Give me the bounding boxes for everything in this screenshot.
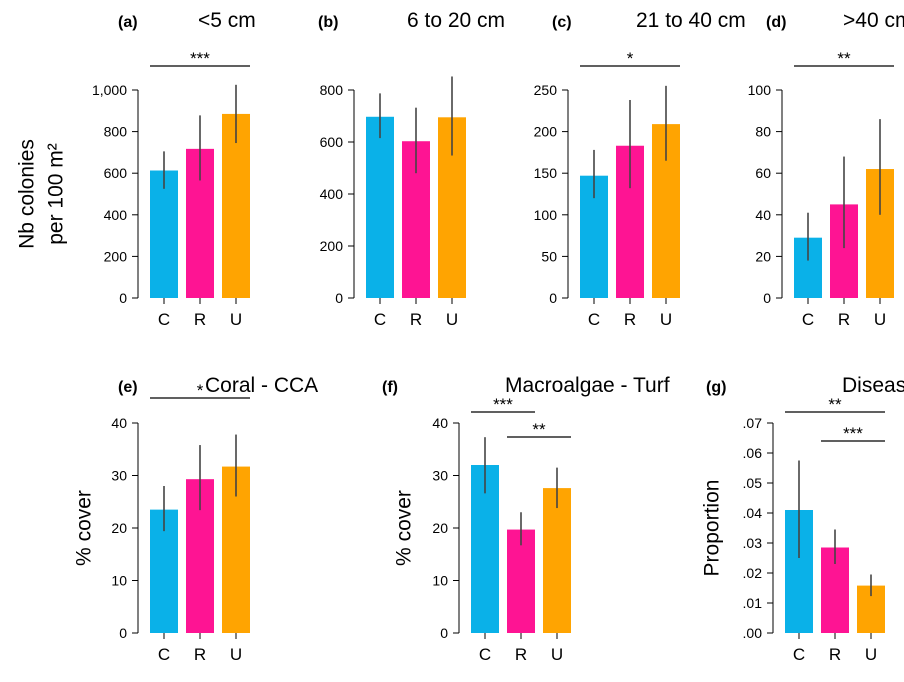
panel-e-ytick-label: 20	[111, 520, 127, 536]
panel-a-significance-label: ***	[190, 49, 210, 68]
panel-e-title: Coral - CCA	[205, 374, 318, 397]
panel-d-title: >40 cm	[843, 9, 904, 32]
panel-c-ytick-label: 200	[534, 124, 558, 140]
panel-g-ytick-label: .05	[743, 475, 763, 491]
panel-d-letter: (d)	[766, 14, 786, 31]
panel-b-category-label: U	[446, 310, 458, 329]
panel-f-ytick-label: 20	[432, 520, 448, 536]
panel-g-ytick-label: .06	[743, 445, 763, 461]
panel-d-significance-label: **	[837, 49, 851, 68]
panel-b-ytick-label: 600	[320, 134, 344, 150]
panel-e-significance-label: *	[197, 381, 204, 400]
panel-f-bar-U	[543, 488, 571, 633]
panel-e-ytick-label: 10	[111, 573, 127, 589]
panel-a-ytick-label: 200	[104, 248, 128, 264]
panel-b-letter: (b)	[318, 14, 338, 31]
panel-g-ytick-label: .04	[743, 505, 763, 521]
panel-f-category-label: U	[551, 645, 563, 664]
panel-a-category-label: R	[194, 310, 206, 329]
panel-a-y-axis-title: per 100 m²	[45, 143, 68, 245]
panel-c-ytick-label: 100	[534, 207, 558, 223]
panel-e-category-label: R	[194, 645, 206, 664]
panel-c-title: 21 to 40 cm	[636, 9, 746, 32]
panel-a-title: <5 cm	[198, 9, 256, 32]
panel-e-category-label: C	[158, 645, 170, 664]
panel-e-letter: (e)	[118, 379, 138, 396]
panel-a-ytick-label: 0	[119, 290, 127, 306]
panel-c-significance-label: *	[627, 49, 634, 68]
panel-d-ytick-label: 0	[763, 290, 771, 306]
panel-d-category-label: U	[874, 310, 886, 329]
panel-f-ytick-label: 0	[440, 625, 448, 641]
panel-f-bar-R	[507, 529, 535, 633]
panel-b-ytick-label: 0	[335, 290, 343, 306]
panel-d-ytick-label: 100	[748, 82, 772, 98]
panel-g-letter: (g)	[706, 379, 726, 396]
panel-g-significance-label: ***	[843, 424, 863, 443]
panel-e-category-label: U	[230, 645, 242, 664]
panel-f-category-label: R	[515, 645, 527, 664]
panel-f-significance-label: ***	[493, 395, 513, 414]
panel-e-ytick-label: 40	[111, 415, 127, 431]
panel-a-letter: (a)	[118, 14, 138, 31]
panel-c-category-label: C	[588, 310, 600, 329]
panel-c-ytick-label: 150	[534, 165, 558, 181]
panel-c-letter: (c)	[552, 14, 572, 31]
panel-f-letter: (f)	[382, 379, 398, 396]
panel-e-ytick-label: 0	[119, 625, 127, 641]
panel-b-title: 6 to 20 cm	[407, 9, 505, 32]
panel-d-ytick-label: 20	[755, 248, 771, 264]
panel-g-category-label: C	[793, 645, 805, 664]
panel-g-significance-label: **	[828, 395, 842, 414]
panel-a-bar-U	[222, 113, 250, 298]
panel-b-bar-C	[366, 116, 394, 298]
panel-d-ytick-label: 80	[755, 124, 771, 140]
panel-e-y-axis-title: % cover	[73, 490, 96, 566]
panel-g-ytick-label: .02	[743, 565, 763, 581]
panel-f-title: Macroalgae - Turf	[505, 374, 670, 397]
panel-g-ytick-label: .07	[743, 415, 763, 431]
panel-f-y-axis-title: % cover	[393, 490, 416, 566]
panel-b-ytick-label: 400	[320, 186, 344, 202]
panel-g-title: Disease	[842, 374, 904, 397]
panel-g-y-axis-title: Proportion	[701, 480, 724, 577]
panel-e-ytick-label: 30	[111, 468, 127, 484]
panel-a-ytick-label: 600	[104, 165, 128, 181]
panel-f-ytick-label: 30	[432, 468, 448, 484]
panel-f-significance-label: **	[532, 420, 546, 439]
panel-g-ytick-label: .00	[743, 625, 763, 641]
panel-g-category-label: U	[865, 645, 877, 664]
panel-f-ytick-label: 40	[432, 415, 448, 431]
panel-b-category-label: R	[410, 310, 422, 329]
panel-c-ytick-label: 250	[534, 82, 558, 98]
panel-a-category-label: C	[158, 310, 170, 329]
panel-g-ytick-label: .03	[743, 535, 763, 551]
panel-d-category-label: C	[802, 310, 814, 329]
panel-b-category-label: C	[374, 310, 386, 329]
panel-c-ytick-label: 0	[549, 290, 557, 306]
panel-f-category-label: C	[479, 645, 491, 664]
panel-g-ytick-label: .01	[743, 595, 763, 611]
panel-c-category-label: U	[660, 310, 672, 329]
panel-d-category-label: R	[838, 310, 850, 329]
panel-d-ytick-label: 40	[755, 207, 771, 223]
panel-f-ytick-label: 10	[432, 573, 448, 589]
panel-c-category-label: R	[624, 310, 636, 329]
panel-a-y-axis-title: Nb colonies	[16, 139, 39, 249]
panel-b-ytick-label: 200	[320, 238, 344, 254]
panel-a-bar-C	[150, 170, 178, 298]
panel-d-ytick-label: 60	[755, 165, 771, 181]
panel-a-ytick-label: 400	[104, 207, 128, 223]
panel-a-category-label: U	[230, 310, 242, 329]
panel-g-category-label: R	[829, 645, 841, 664]
panel-a-ytick-label: 800	[104, 124, 128, 140]
panel-b-ytick-label: 800	[320, 82, 344, 98]
panel-c-ytick-label: 50	[541, 248, 557, 264]
panel-a-ytick-label: 1,000	[92, 82, 127, 98]
